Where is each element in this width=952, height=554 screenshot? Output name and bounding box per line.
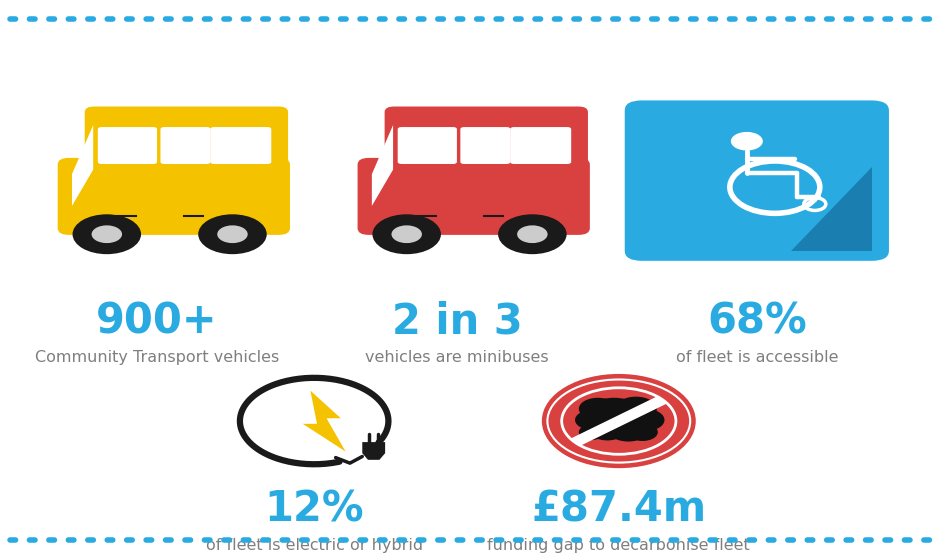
- Polygon shape: [791, 167, 872, 251]
- Text: £87.4m: £87.4m: [531, 489, 706, 531]
- Circle shape: [498, 214, 566, 254]
- Bar: [394, 162, 579, 169]
- Circle shape: [91, 225, 122, 243]
- FancyBboxPatch shape: [98, 127, 157, 164]
- Circle shape: [627, 423, 658, 441]
- FancyBboxPatch shape: [85, 106, 288, 172]
- Circle shape: [198, 214, 267, 254]
- FancyBboxPatch shape: [398, 127, 457, 164]
- Circle shape: [372, 214, 441, 254]
- Polygon shape: [369, 166, 394, 219]
- Circle shape: [607, 417, 649, 442]
- Text: 900+: 900+: [96, 300, 218, 342]
- Circle shape: [72, 214, 141, 254]
- Bar: [94, 162, 279, 169]
- FancyBboxPatch shape: [210, 127, 271, 164]
- Text: of fleet is accessible: of fleet is accessible: [676, 350, 838, 365]
- Circle shape: [626, 409, 664, 431]
- Circle shape: [579, 398, 617, 420]
- Circle shape: [217, 225, 248, 243]
- Circle shape: [517, 225, 547, 243]
- Circle shape: [575, 410, 609, 430]
- Polygon shape: [72, 125, 93, 206]
- Text: 12%: 12%: [265, 489, 364, 531]
- Polygon shape: [372, 125, 393, 206]
- Polygon shape: [303, 391, 346, 452]
- FancyBboxPatch shape: [358, 158, 590, 235]
- Text: 68%: 68%: [707, 300, 806, 342]
- FancyBboxPatch shape: [161, 127, 210, 164]
- Text: vehicles are minibuses: vehicles are minibuses: [366, 350, 548, 365]
- Circle shape: [588, 418, 626, 440]
- Circle shape: [584, 398, 645, 433]
- FancyBboxPatch shape: [510, 127, 571, 164]
- FancyBboxPatch shape: [625, 100, 889, 261]
- Circle shape: [391, 225, 422, 243]
- FancyBboxPatch shape: [461, 127, 510, 164]
- Circle shape: [731, 132, 763, 151]
- Text: 2 in 3: 2 in 3: [391, 300, 523, 342]
- FancyBboxPatch shape: [385, 106, 588, 172]
- Text: of fleet is electric or hybrid: of fleet is electric or hybrid: [206, 538, 423, 553]
- FancyBboxPatch shape: [58, 158, 290, 235]
- Text: funding gap to decarbonise fleet: funding gap to decarbonise fleet: [487, 538, 750, 553]
- Circle shape: [579, 424, 605, 440]
- Circle shape: [547, 379, 690, 463]
- Text: Community Transport vehicles: Community Transport vehicles: [35, 350, 279, 365]
- Polygon shape: [363, 442, 386, 460]
- Circle shape: [615, 397, 657, 421]
- FancyArrow shape: [570, 396, 667, 446]
- Polygon shape: [69, 166, 94, 219]
